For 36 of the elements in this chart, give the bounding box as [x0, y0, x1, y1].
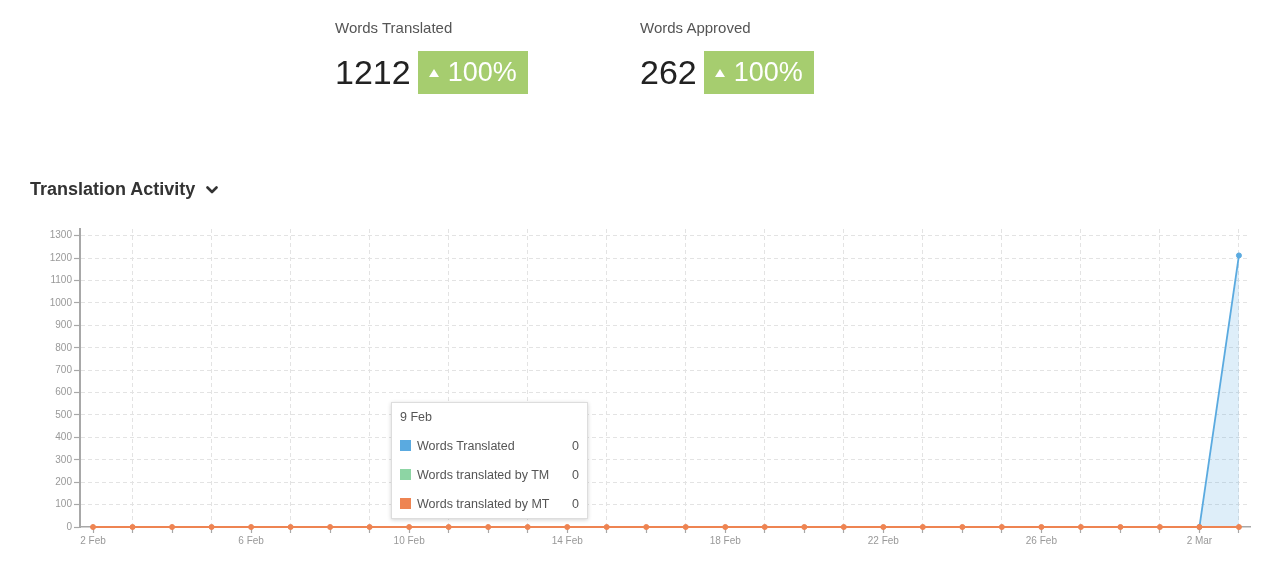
y-tick-label: 200	[55, 475, 73, 487]
x-tick-label: 14 Feb	[551, 534, 584, 546]
x-tick-label: 6 Feb	[238, 534, 265, 546]
text: Words Approved	[640, 18, 752, 38]
y-tick-label: 1200	[49, 251, 73, 263]
y-tick-label: 900	[55, 319, 73, 331]
y-tick-label: 400	[55, 431, 73, 443]
text: Words Translated	[335, 18, 454, 38]
annotation: 0	[572, 496, 579, 511]
text: 262	[640, 52, 697, 93]
y-tick-label: 300	[55, 453, 73, 465]
x-tick-label: 18 Feb	[709, 534, 742, 546]
legend-label: Words translated by MT	[417, 496, 551, 511]
y-tick-label: 500	[55, 408, 73, 420]
x-tick-label: 26 Feb	[1025, 534, 1058, 546]
y-tick-label: 0	[66, 520, 73, 532]
x-tick-label: 10 Feb	[393, 534, 426, 546]
legend-title: 9 Feb	[399, 409, 433, 426]
chart-title: Translation Activity	[30, 179, 196, 200]
y-tick-label: 700	[55, 363, 73, 375]
text: 1212	[335, 52, 411, 93]
y-tick-label: 800	[55, 341, 73, 353]
y-tick-label: 1300	[49, 229, 73, 241]
legend-label: Words Translated	[417, 438, 516, 453]
y-tick-label: 600	[55, 386, 73, 398]
annotation: 0	[572, 467, 579, 482]
x-tick-label: 2 Feb	[80, 534, 107, 546]
y-tick-label: 1000	[49, 296, 73, 308]
text: 100%	[733, 57, 803, 88]
y-tick-label: 1100	[50, 274, 73, 286]
annotation: 0	[572, 438, 579, 453]
legend-label: Words translated by TM	[417, 467, 551, 482]
x-tick-label: 22 Feb	[867, 534, 900, 546]
y-tick-label: 100	[55, 498, 73, 510]
text: 100%	[447, 57, 517, 88]
x-tick-label: 2 Mar	[1186, 534, 1213, 546]
